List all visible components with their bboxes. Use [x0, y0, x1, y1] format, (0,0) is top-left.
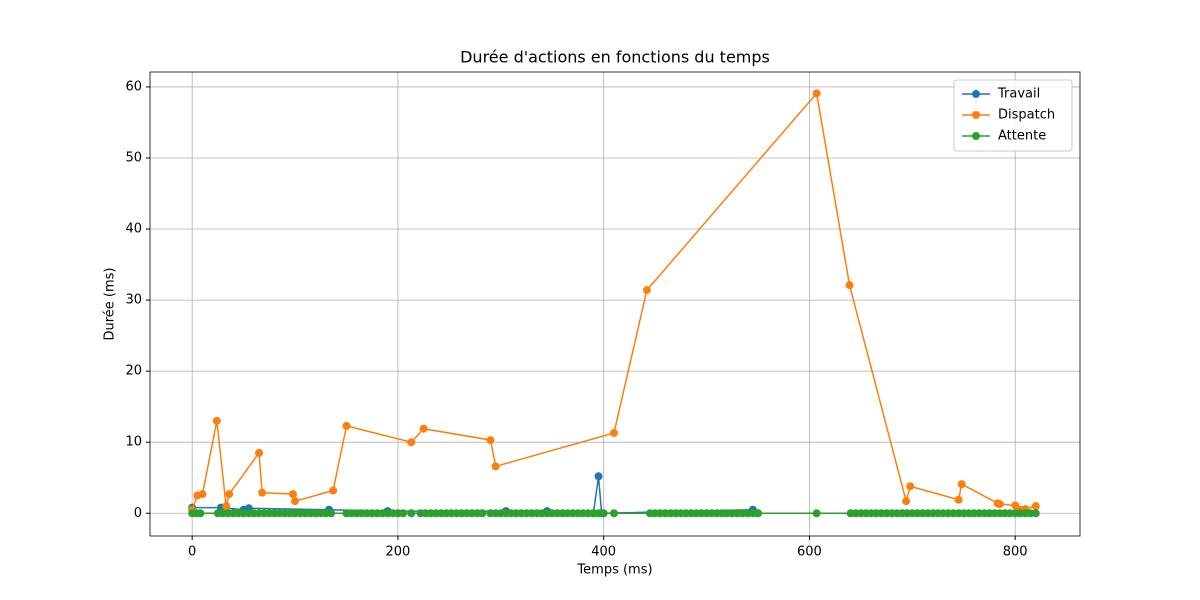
point [419, 424, 428, 433]
chart-title: Durée d'actions en fonctions du temps [460, 48, 770, 67]
y-tick-label: 40 [125, 222, 142, 237]
series [188, 509, 1040, 518]
point [212, 416, 221, 425]
point [198, 490, 207, 499]
y-tick-label: 0 [134, 506, 142, 521]
point [225, 490, 234, 499]
x-tick-label: 400 [591, 545, 616, 560]
point [599, 509, 608, 518]
x-axis-label: Temps (ms) [576, 563, 652, 578]
point [957, 480, 966, 489]
legend-label: Dispatch [998, 108, 1055, 123]
point [906, 482, 915, 491]
point [1031, 509, 1040, 518]
point [342, 421, 351, 430]
point [609, 509, 618, 518]
point [1031, 502, 1040, 511]
point [902, 497, 911, 506]
legend-marker [972, 90, 980, 98]
y-tick-label: 30 [125, 293, 142, 308]
x-tick-label: 600 [797, 545, 822, 560]
series [188, 89, 1040, 514]
point [609, 428, 618, 437]
x-tick-label: 0 [188, 545, 196, 560]
point [642, 286, 651, 295]
legend-label: Travail [997, 87, 1040, 102]
point [258, 488, 267, 497]
legend-marker [972, 132, 980, 140]
point [478, 509, 487, 518]
point [845, 281, 854, 290]
point [291, 497, 300, 506]
point [399, 509, 408, 518]
x-tick-label: 200 [386, 545, 411, 560]
point [486, 436, 495, 445]
point [196, 509, 205, 518]
point [491, 462, 500, 471]
point [594, 472, 603, 481]
point [812, 509, 821, 518]
point [954, 495, 963, 504]
axes-frame [149, 71, 1081, 537]
point [255, 448, 264, 457]
y-tick-label: 60 [125, 79, 142, 94]
legend-marker [972, 111, 980, 119]
y-tick-label: 10 [125, 435, 142, 450]
point [753, 509, 762, 518]
point [407, 509, 416, 518]
y-axis-label: Durée (ms) [103, 267, 118, 340]
point [288, 490, 297, 499]
point [327, 509, 336, 518]
legend-label: Attente [998, 129, 1046, 144]
y-tick-label: 50 [125, 150, 142, 165]
legend-box [953, 79, 1073, 152]
point [812, 89, 821, 98]
x-tick-label: 800 [1003, 545, 1028, 560]
point [995, 500, 1004, 509]
point [329, 486, 338, 495]
point [222, 502, 231, 511]
y-tick-label: 20 [125, 364, 142, 379]
point [407, 438, 416, 447]
